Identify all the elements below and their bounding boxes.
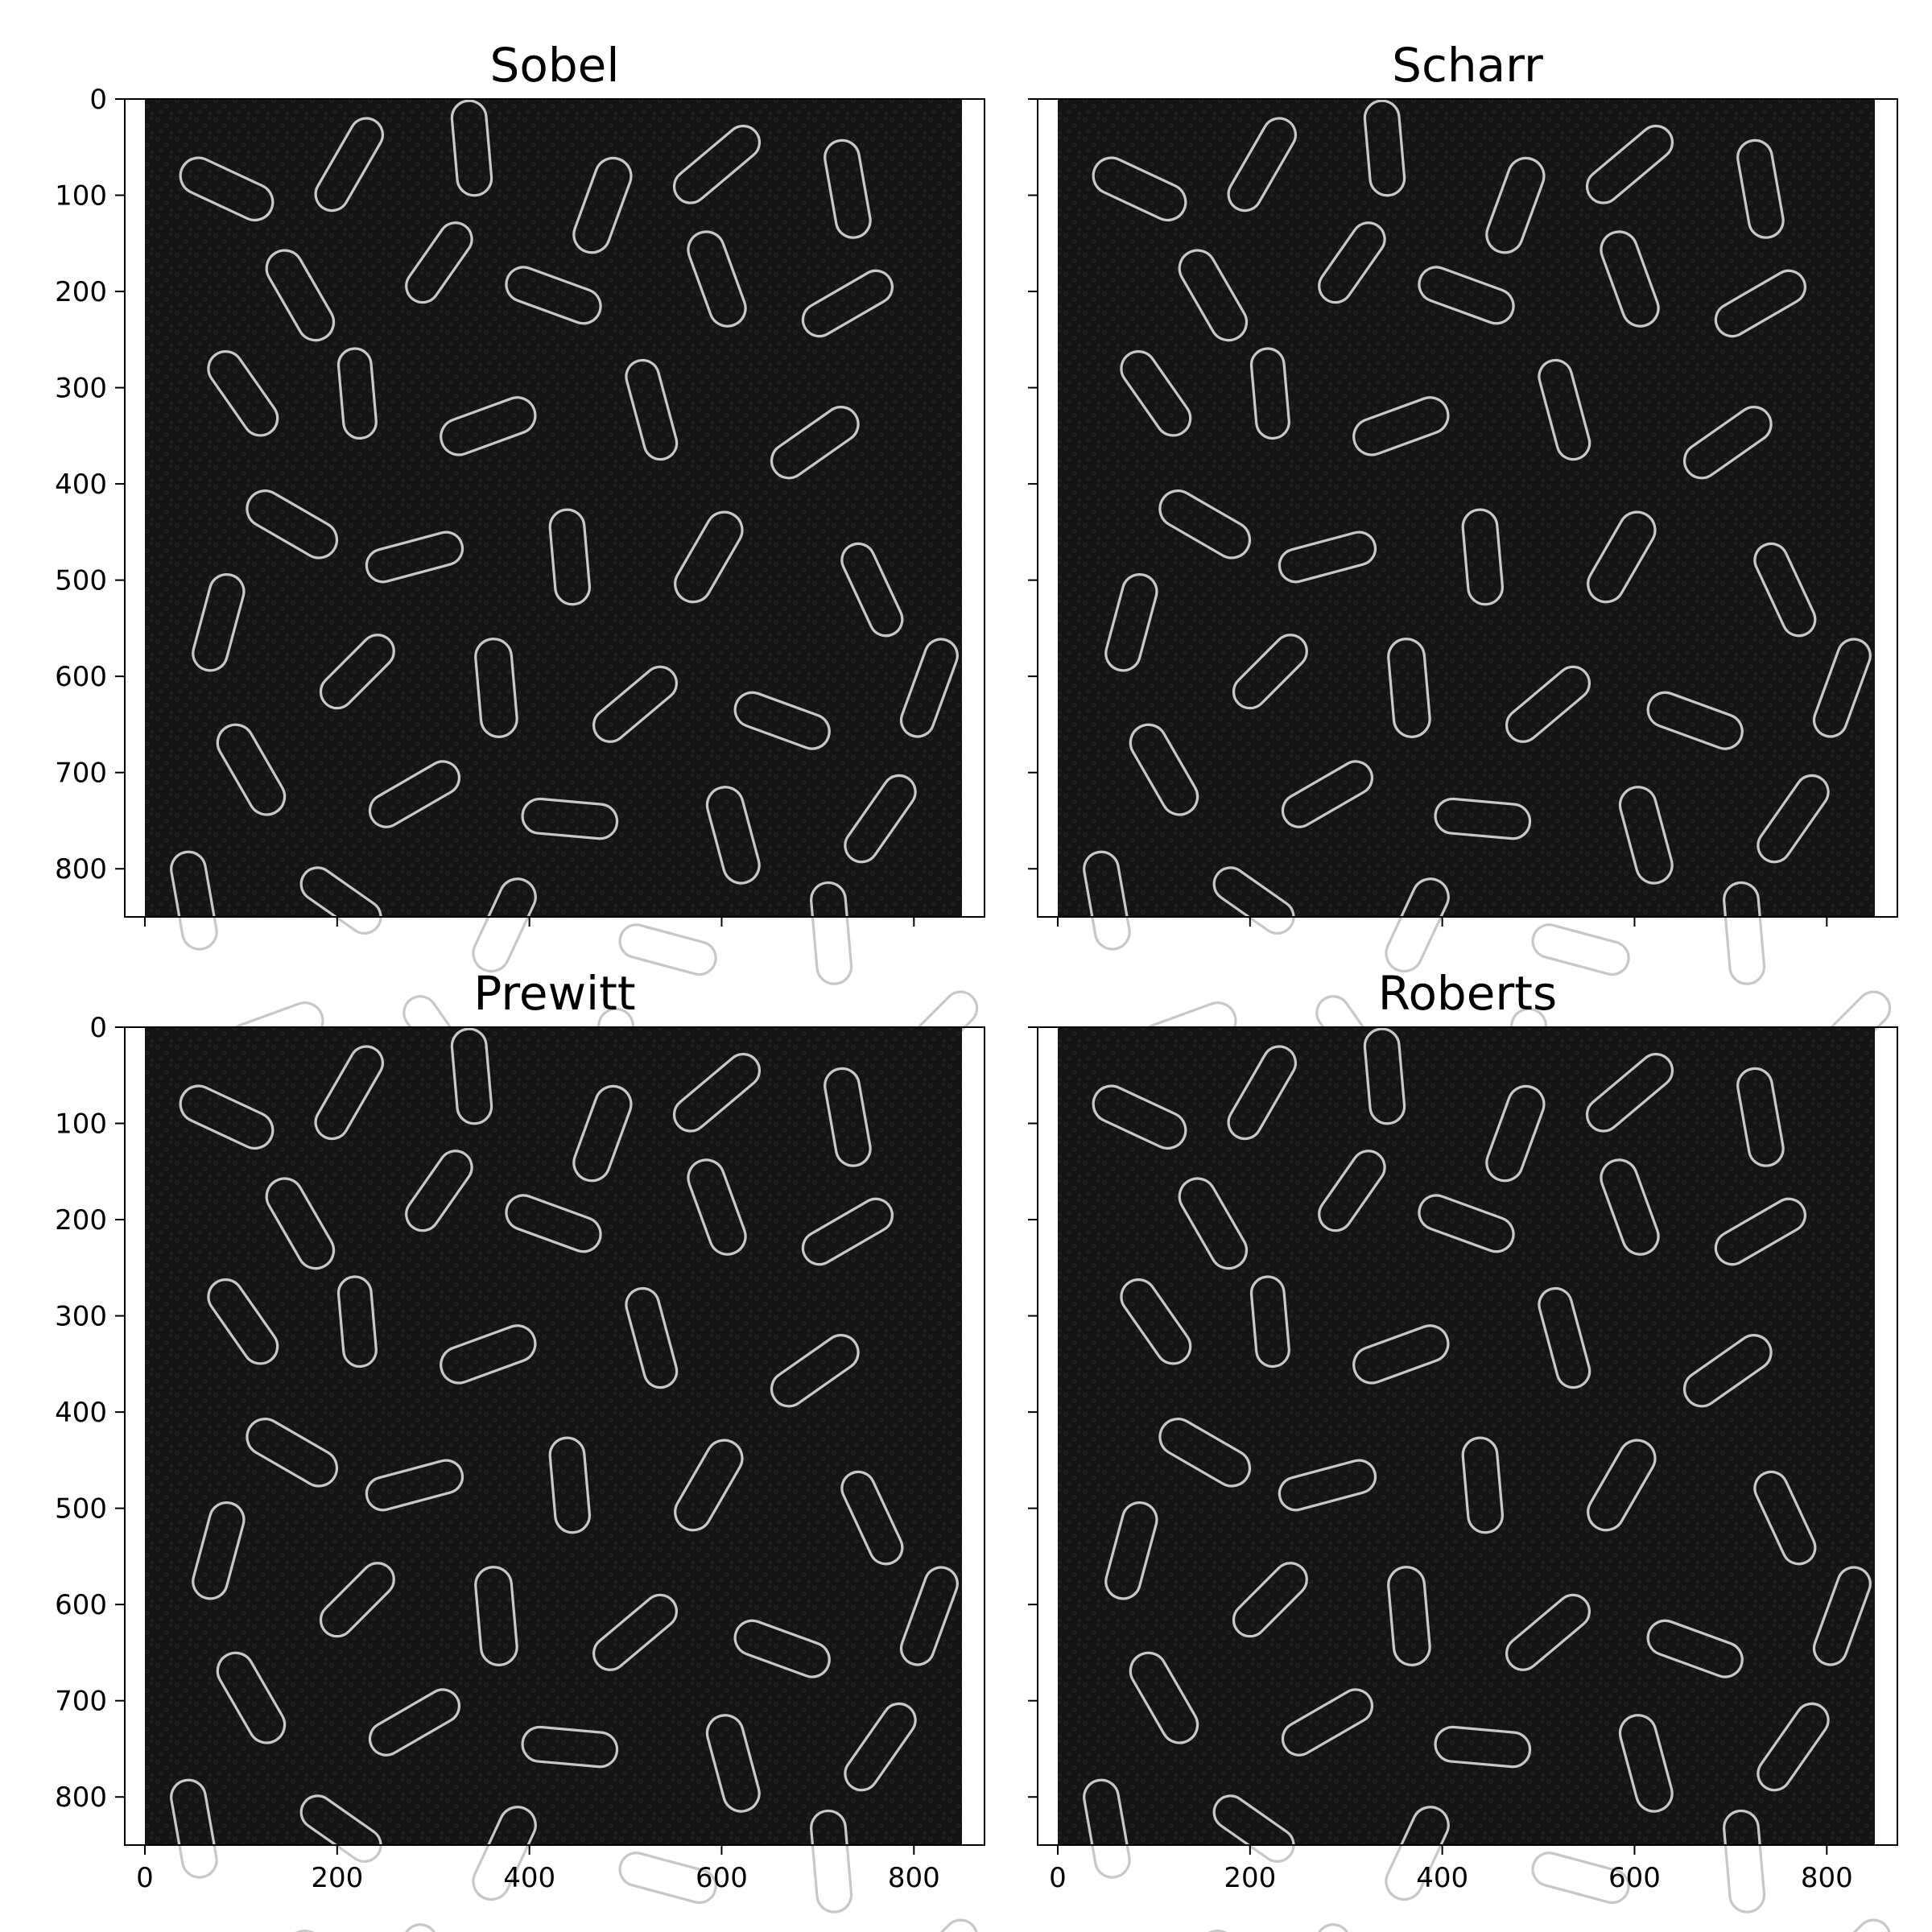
roberts-edge-image	[1058, 1026, 1898, 1932]
roberts-title: Roberts	[1378, 966, 1557, 1021]
x-tick-label: 0	[136, 1862, 154, 1894]
prewitt-edge-image	[145, 1026, 985, 1932]
panel-sobel: Sobel 0 100 200 300 400 500 600 700 800	[55, 38, 985, 1108]
y-tick-label: 500	[55, 565, 107, 597]
y-tick-label: 800	[55, 1781, 107, 1814]
sobel-axes-frame	[124, 98, 985, 918]
sobel-edge-image	[145, 97, 985, 1108]
y-tick-label: 500	[55, 1493, 107, 1525]
y-tick-label: 800	[55, 853, 107, 886]
y-tick-label: 700	[55, 1686, 107, 1718]
scharr-title: Scharr	[1392, 38, 1543, 93]
y-tick-label: 700	[55, 758, 107, 790]
y-tick-label: 200	[55, 1204, 107, 1236]
y-tick-label: 0	[89, 84, 107, 116]
panel-prewitt: Prewitt 0 100 200 300 400 500 600 700 800 0 200 400 6…	[55, 966, 985, 1932]
x-tick-label: 400	[503, 1862, 555, 1894]
scharr-edge-image	[1058, 97, 1898, 1108]
y-tick-label: 400	[55, 469, 107, 501]
prewitt-axes-frame	[124, 1026, 985, 1846]
x-tick-label: 600	[696, 1862, 748, 1894]
y-tick-label: 200	[55, 276, 107, 308]
scharr-axes-frame	[1037, 98, 1898, 918]
x-tick-label: 200	[311, 1862, 363, 1894]
x-tick-label: 400	[1416, 1862, 1468, 1894]
y-tick-label: 300	[55, 1301, 107, 1333]
x-tick-label: 800	[888, 1862, 940, 1894]
panel-roberts: Roberts 0 200 400 600 800	[1028, 966, 1898, 1932]
roberts-axes-frame	[1037, 1026, 1898, 1846]
y-tick-label: 600	[55, 661, 107, 693]
x-tick-label: 200	[1224, 1862, 1276, 1894]
y-tick-label: 300	[55, 373, 107, 405]
x-tick-label: 0	[1049, 1862, 1067, 1894]
sobel-title: Sobel	[490, 38, 620, 93]
prewitt-title: Prewitt	[473, 966, 635, 1021]
y-tick-label: 0	[89, 1012, 107, 1044]
x-tick-label: 800	[1801, 1862, 1853, 1894]
x-tick-label: 600	[1608, 1862, 1661, 1894]
y-tick-label: 100	[55, 180, 107, 213]
y-tick-label: 400	[55, 1397, 107, 1429]
y-tick-label: 100	[55, 1108, 107, 1141]
panel-scharr: Scharr	[1028, 38, 1898, 1108]
y-tick-label: 600	[55, 1589, 107, 1621]
